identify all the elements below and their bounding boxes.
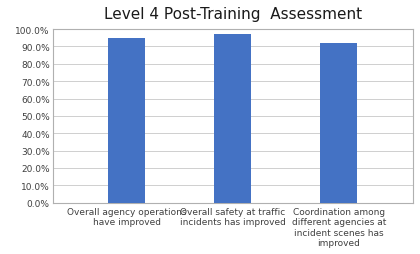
Title: Level 4 Post-Training  Assessment: Level 4 Post-Training Assessment	[104, 7, 362, 22]
Bar	[320, 44, 357, 203]
Bar	[108, 39, 145, 203]
Bar	[214, 35, 252, 203]
